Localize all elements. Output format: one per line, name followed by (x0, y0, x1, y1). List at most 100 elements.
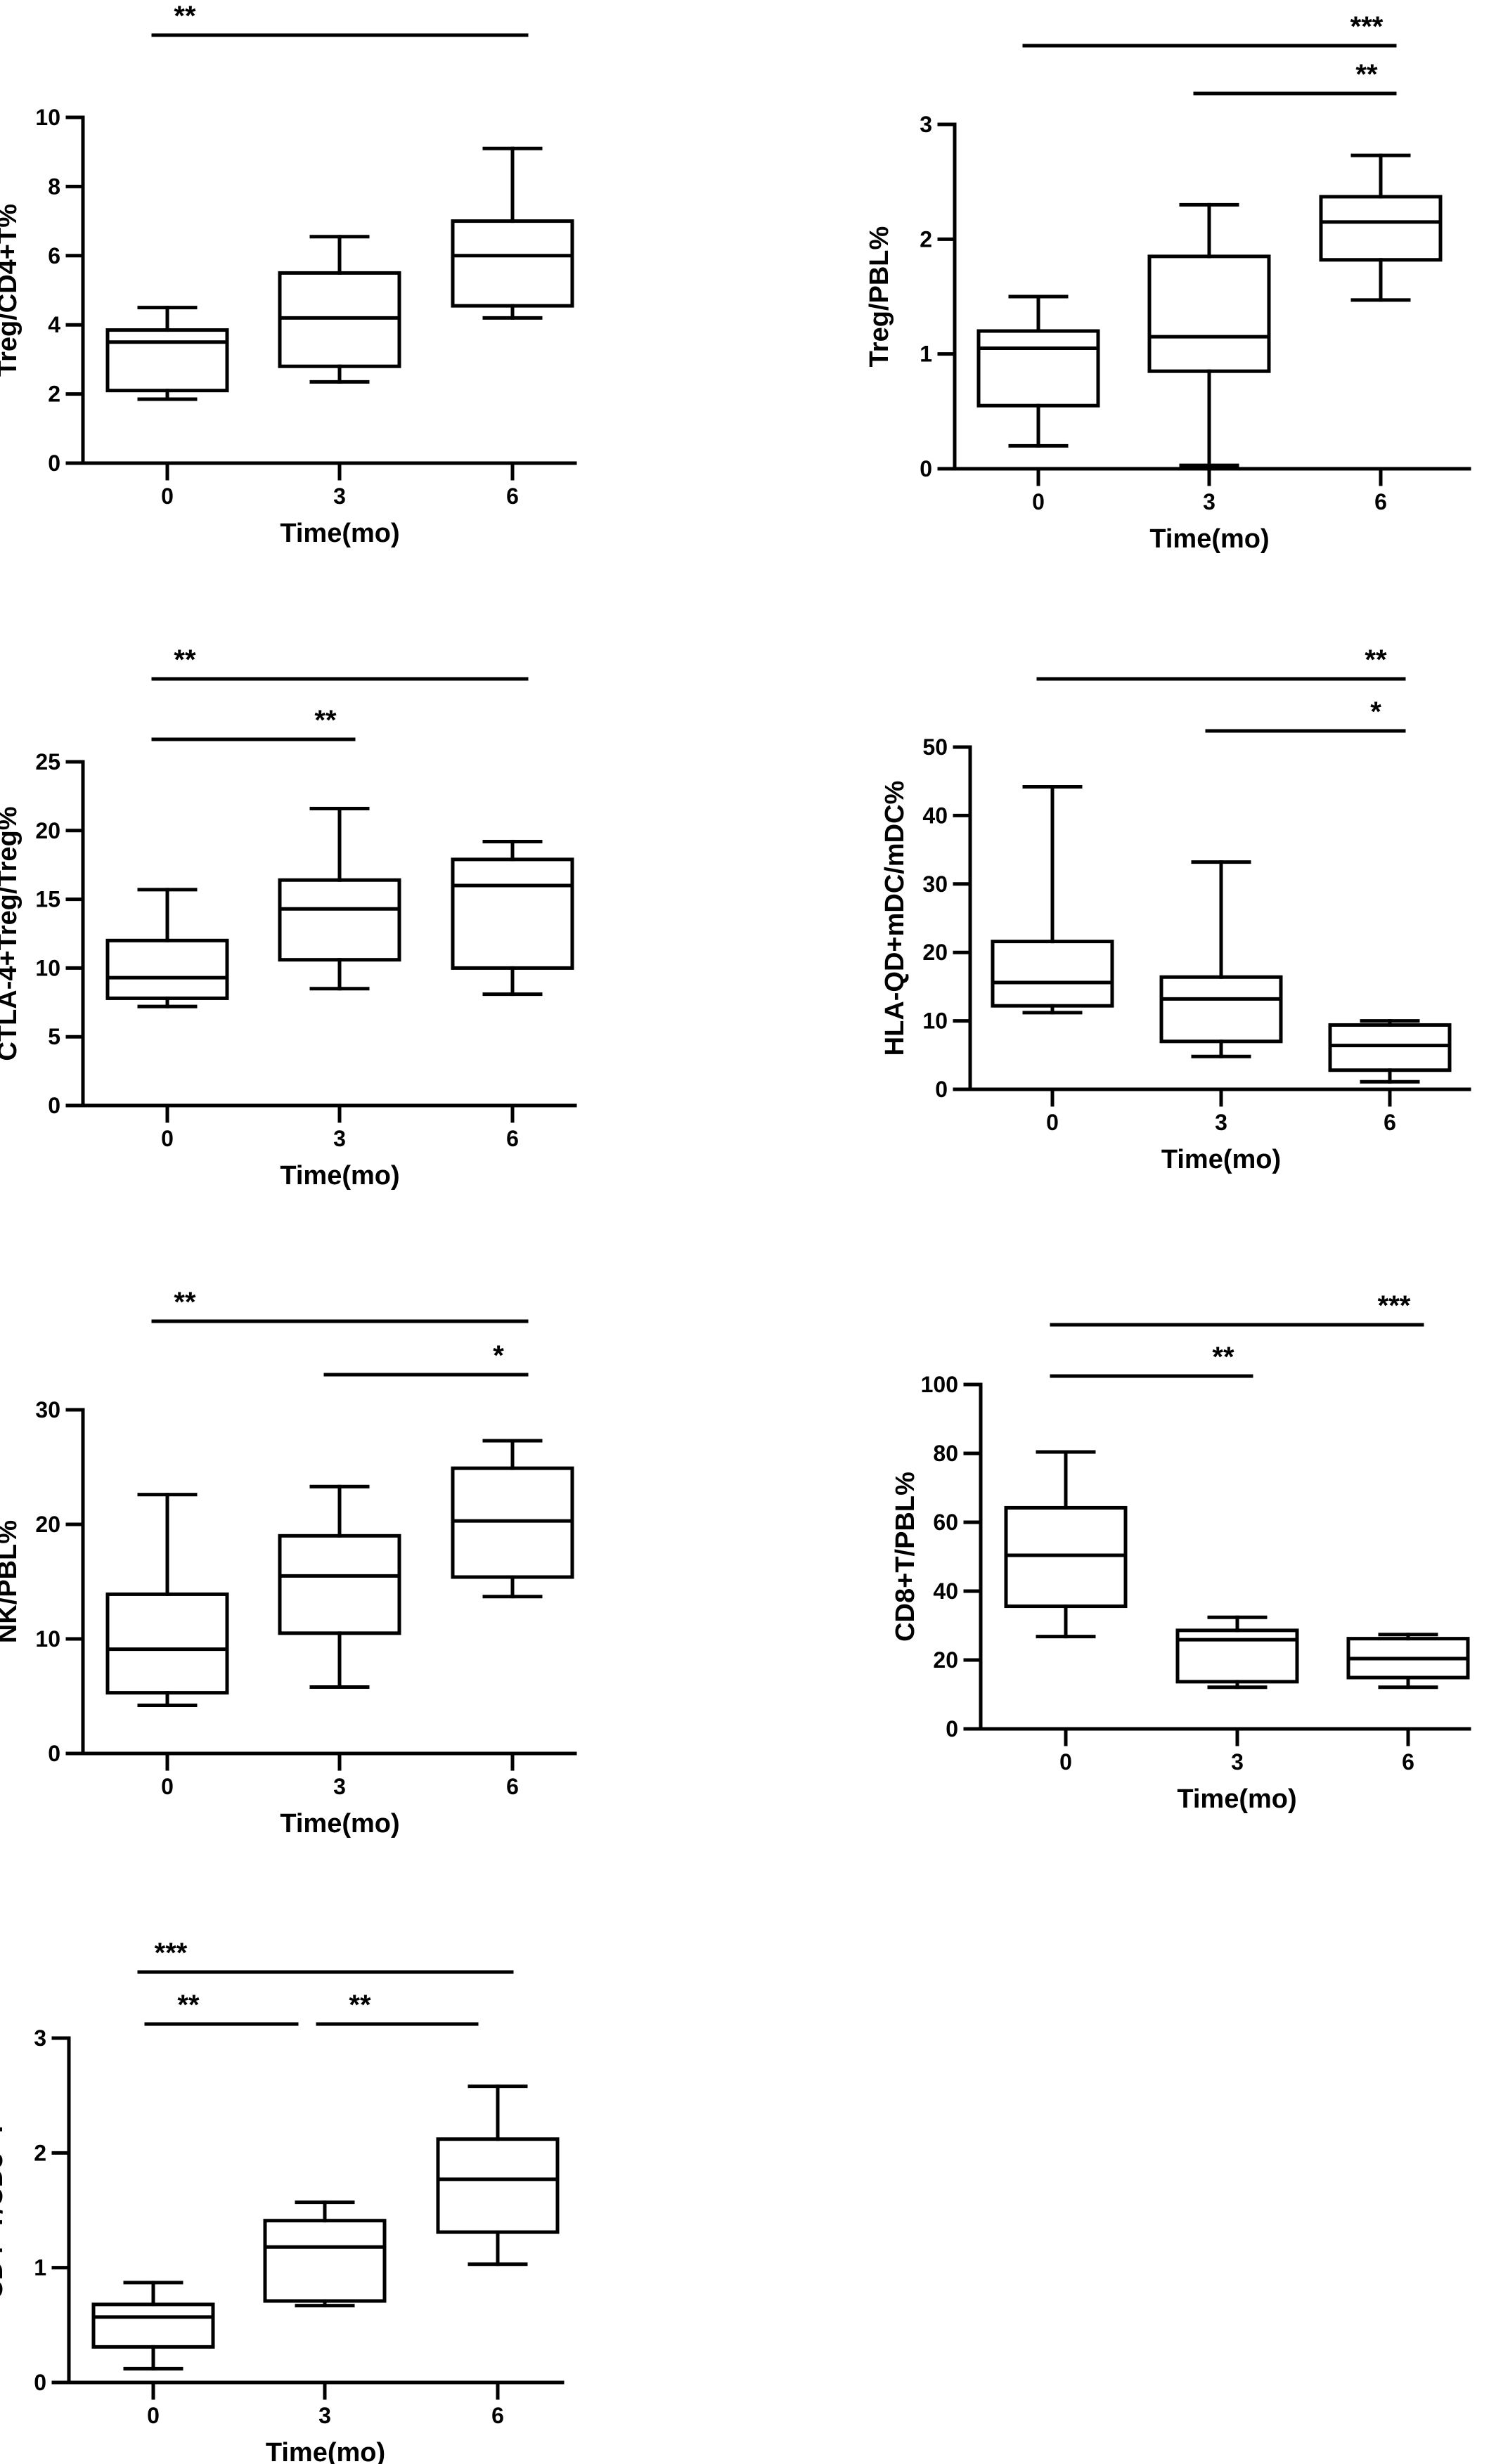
x-axis-title: Time(mo) (266, 2438, 385, 2464)
y-tick-label: 10 (35, 1626, 60, 1652)
y-tick-label: 2 (34, 2140, 46, 2165)
box-3 (278, 235, 401, 384)
x-tick-label: 0 (161, 1774, 174, 1799)
iqr-box (105, 938, 229, 1000)
x-tick-label: 0 (1046, 1110, 1059, 1135)
y-axis-title: Treg/PBL% (865, 226, 894, 368)
box-3 (1159, 860, 1283, 1058)
x-axis-title: Time(mo) (1161, 1145, 1281, 1174)
box-6 (451, 1439, 574, 1599)
iqr-box (451, 219, 574, 308)
significance-label: *** (155, 1938, 188, 1969)
significance-label: ** (174, 1287, 196, 1318)
significance-label: *** (1350, 11, 1384, 42)
y-tick-label: 10 (922, 1009, 948, 1034)
y-tick-label: 60 (933, 1510, 958, 1535)
significance-label: * (493, 1340, 504, 1371)
x-tick-label: 6 (1402, 1749, 1414, 1775)
x-tick-label: 6 (506, 484, 519, 509)
significance-label: ** (349, 1990, 371, 2021)
y-tick-label: 100 (921, 1372, 958, 1397)
significance-label: ** (177, 1990, 200, 2021)
iqr-box (436, 2137, 560, 2234)
iqr-box (1319, 195, 1443, 262)
significance-label: ** (174, 644, 196, 675)
y-tick-label: 30 (35, 1397, 60, 1422)
iqr-box (1328, 1023, 1452, 1072)
y-tick-label: 3 (920, 112, 932, 137)
iqr-box (451, 857, 574, 970)
significance-label: * (1370, 696, 1381, 727)
y-tick-label: 20 (933, 1647, 958, 1673)
box-3 (278, 1484, 401, 1689)
x-tick-label: 3 (333, 1774, 346, 1799)
box-6 (436, 2084, 560, 2267)
iqr-box (263, 2219, 387, 2303)
x-tick-label: 3 (1215, 1110, 1227, 1135)
y-axis-title: NK/PBL% (0, 1520, 22, 1643)
y-tick-label: 20 (35, 818, 60, 843)
x-axis-title: Time(mo) (280, 1161, 399, 1191)
y-tick-label: 1 (920, 342, 932, 367)
iqr-box (278, 1533, 401, 1635)
y-tick-label: 0 (48, 1741, 60, 1766)
x-tick-label: 3 (333, 1126, 346, 1151)
y-tick-label: 30 (922, 871, 948, 897)
box-3 (1175, 1615, 1299, 1690)
y-tick-label: 40 (933, 1578, 958, 1604)
x-tick-label: 6 (1384, 1110, 1396, 1135)
significance-label: ** (1355, 59, 1378, 90)
y-tick-label: 0 (48, 1093, 60, 1118)
x-tick-label: 0 (1032, 489, 1045, 514)
x-axis-title: Time(mo) (280, 1809, 399, 1839)
x-tick-label: 3 (1203, 489, 1216, 514)
box-6 (1328, 1019, 1452, 1084)
iqr-box (1159, 975, 1283, 1044)
panel-1: 0 2 4 6 8 10 0 3 6 Time(mo) Treg/CD4+T% ** (0, 1, 577, 548)
x-tick-label: 6 (1374, 489, 1387, 514)
panel-3: 0 5 10 15 20 25 0 3 6 Time(mo) CTLA-4+Treg/Treg% **… (0, 644, 577, 1191)
y-tick-label: 2 (920, 226, 932, 252)
y-tick-label: 10 (35, 105, 60, 130)
y-tick-label: 2 (48, 382, 60, 407)
x-tick-label: 0 (1059, 1749, 1072, 1775)
box-3 (1147, 202, 1271, 467)
iqr-box (991, 940, 1114, 1008)
y-tick-label: 4 (48, 312, 60, 337)
x-tick-label: 6 (491, 2403, 504, 2428)
x-tick-label: 0 (147, 2403, 160, 2428)
iqr-box (91, 2302, 215, 2349)
y-tick-label: 10 (35, 955, 60, 980)
x-tick-label: 3 (333, 484, 346, 509)
x-axis-title: Time(mo) (1177, 1784, 1296, 1814)
significance-label: ** (314, 705, 337, 736)
box-6 (451, 839, 574, 997)
y-tick-label: 0 (48, 450, 60, 476)
box-0 (105, 306, 229, 401)
y-tick-label: 1 (34, 2255, 46, 2281)
x-tick-label: 3 (318, 2403, 331, 2428)
box-0 (976, 294, 1100, 448)
significance-label: ** (174, 1, 196, 32)
x-tick-label: 6 (506, 1126, 519, 1151)
box-0 (991, 784, 1114, 1015)
y-tick-label: 20 (922, 940, 948, 965)
box-0 (105, 1493, 229, 1708)
y-tick-label: 6 (48, 243, 60, 268)
iqr-box (1175, 1628, 1299, 1684)
box-6 (451, 146, 574, 320)
x-tick-label: 0 (161, 484, 174, 509)
x-tick-label: 3 (1231, 1749, 1244, 1775)
iqr-box (1147, 254, 1271, 373)
x-axis-title: Time(mo) (280, 519, 399, 548)
iqr-box (278, 878, 401, 962)
box-0 (105, 888, 229, 1009)
box-6 (1319, 153, 1443, 302)
y-tick-label: 0 (920, 456, 932, 481)
